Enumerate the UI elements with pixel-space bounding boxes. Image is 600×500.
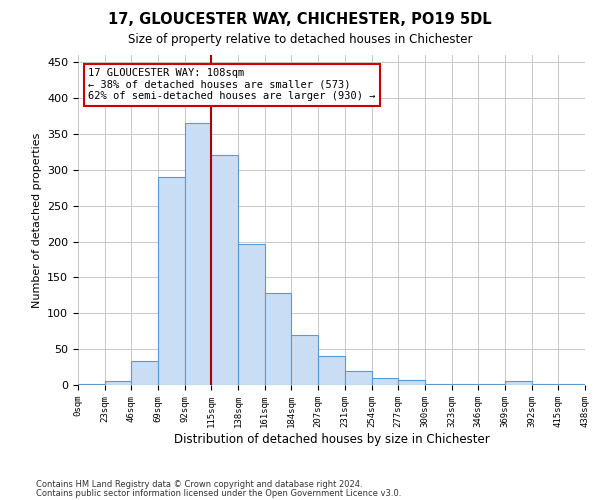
Bar	[185, 123, 211, 385]
Text: 17 GLOUCESTER WAY: 108sqm
← 38% of detached houses are smaller (573)
62% of semi: 17 GLOUCESTER WAY: 108sqm ← 38% of detac…	[88, 68, 376, 102]
Bar	[211, 156, 238, 385]
Bar	[78, 384, 104, 385]
Bar	[131, 360, 158, 385]
Bar	[265, 293, 292, 385]
Bar	[158, 177, 185, 385]
Bar	[238, 244, 265, 385]
Text: Contains public sector information licensed under the Open Government Licence v3: Contains public sector information licen…	[36, 488, 401, 498]
Text: Contains HM Land Registry data © Crown copyright and database right 2024.: Contains HM Land Registry data © Crown c…	[36, 480, 362, 489]
Bar	[532, 384, 559, 385]
Bar	[398, 380, 425, 385]
X-axis label: Distribution of detached houses by size in Chichester: Distribution of detached houses by size …	[173, 432, 490, 446]
Bar	[371, 378, 398, 385]
Bar	[478, 384, 505, 385]
Bar	[318, 356, 345, 385]
Bar	[345, 370, 371, 385]
Text: 17, GLOUCESTER WAY, CHICHESTER, PO19 5DL: 17, GLOUCESTER WAY, CHICHESTER, PO19 5DL	[108, 12, 492, 28]
Bar	[452, 384, 478, 385]
Y-axis label: Number of detached properties: Number of detached properties	[32, 132, 41, 308]
Bar	[505, 382, 532, 385]
Text: Size of property relative to detached houses in Chichester: Size of property relative to detached ho…	[128, 32, 472, 46]
Bar	[425, 384, 452, 385]
Bar	[104, 382, 131, 385]
Bar	[292, 335, 318, 385]
Bar	[559, 384, 585, 385]
